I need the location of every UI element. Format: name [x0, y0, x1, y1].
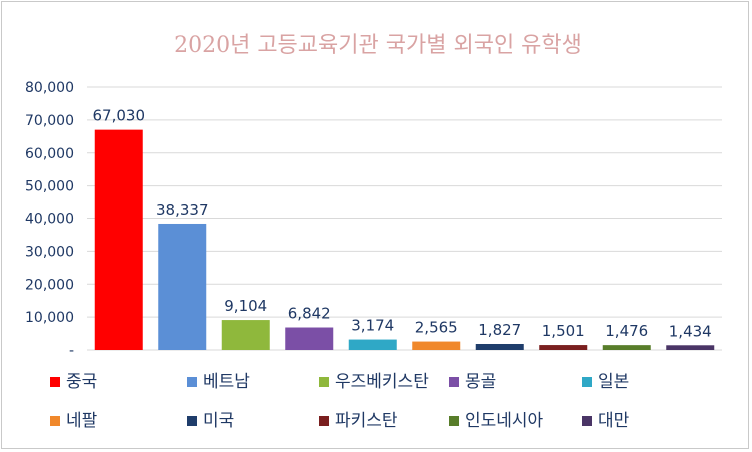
data-label: 9,104 [224, 297, 267, 315]
y-tick-label: 40,000 [25, 212, 74, 228]
chart-title: 2020년 고등교육기관 국가별 외국인 유학생 [174, 33, 582, 58]
data-labels: 67,030 38,337 9,104 6,842 3,174 2,565 1,827 1,5… [93, 107, 712, 341]
y-tick-label: 10,000 [25, 310, 74, 326]
bar [602, 345, 651, 350]
legend-swatch [449, 377, 459, 387]
bar [539, 345, 588, 350]
legend-swatch [582, 416, 592, 426]
bar [475, 343, 524, 350]
legend-swatch [50, 416, 60, 426]
legend-label: 대만 [598, 411, 630, 431]
y-tick-label: 50,000 [25, 179, 74, 195]
y-tick-label: 80,000 [25, 80, 74, 96]
legend-swatch [582, 377, 592, 387]
legend-swatch [187, 416, 197, 426]
data-label: 6,842 [288, 305, 331, 323]
y-tick-label: 20,000 [25, 277, 74, 293]
legend-swatch [319, 416, 329, 426]
legend-swatch [449, 416, 459, 426]
bars [94, 129, 715, 350]
y-tick-label: 30,000 [25, 244, 74, 260]
bar [158, 223, 207, 350]
data-label: 1,476 [605, 322, 648, 340]
data-label: 2,565 [415, 319, 458, 337]
legend-label: 우즈베키스탄 [335, 372, 429, 392]
bar [94, 129, 143, 350]
data-label: 1,501 [542, 322, 585, 340]
data-label: 67,030 [93, 107, 146, 125]
legend-label: 네팔 [66, 411, 98, 431]
data-label: 38,337 [156, 201, 209, 219]
data-label: 3,174 [351, 317, 394, 335]
bar [412, 341, 461, 350]
data-label: 1,827 [478, 321, 521, 339]
bar [348, 339, 397, 350]
legend-swatch [187, 377, 197, 387]
legend-label: 미국 [203, 411, 234, 431]
legend-label: 일본 [598, 372, 629, 392]
legend-label: 베트남 [203, 372, 250, 392]
data-label: 1,434 [669, 322, 712, 340]
bar [221, 320, 270, 350]
y-tick-label: 60,000 [25, 146, 74, 162]
legend-swatch [50, 377, 60, 387]
legend-label: 중국 [66, 372, 97, 392]
bar [666, 345, 715, 350]
legend-label: 파키스탄 [335, 411, 398, 431]
bar [285, 327, 334, 350]
y-tick-label: 70,000 [25, 113, 74, 129]
y-axis-ticks: - 10,000 20,000 30,000 40,000 50,000 60,000 70,… [25, 80, 74, 359]
legend-swatch [319, 377, 329, 387]
legend-label: 인도네시아 [465, 411, 544, 431]
legend-label: 몽골 [465, 372, 496, 392]
y-tick-label: - [69, 343, 74, 359]
